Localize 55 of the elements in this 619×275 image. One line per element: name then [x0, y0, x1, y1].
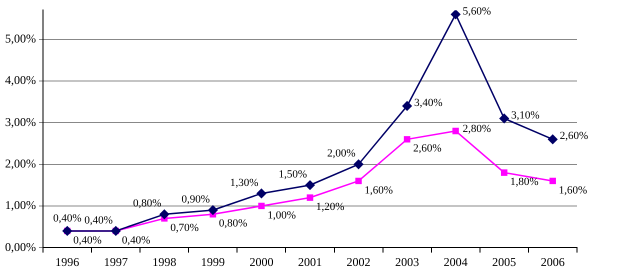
- x-tick-label: 1998: [152, 254, 176, 269]
- y-tick-label: 1,00%: [4, 198, 36, 212]
- x-tick-label: 2003: [395, 254, 420, 269]
- data-label: 1,80%: [510, 176, 539, 188]
- data-label: 1,50%: [278, 168, 307, 181]
- x-tick-label: 2001: [298, 254, 322, 269]
- x-tick-label: 1997: [104, 254, 128, 269]
- point: [160, 210, 170, 220]
- data-label: 3,10%: [511, 109, 540, 122]
- point: [208, 205, 218, 215]
- x-tick-label: 1999: [200, 254, 225, 269]
- data-label: 0,40%: [122, 234, 150, 246]
- y-tick-label: 4,00%: [4, 73, 36, 88]
- data-label: 0,40%: [84, 214, 113, 226]
- point: [258, 202, 265, 210]
- data-label: 2,60%: [560, 130, 588, 142]
- x-tick-label: 2002: [346, 254, 371, 269]
- point: [550, 178, 556, 184]
- data-label: 5,60%: [462, 5, 492, 18]
- data-label: 3,40%: [414, 96, 443, 109]
- point: [452, 128, 459, 134]
- y-tick-label: 0,00%: [4, 240, 36, 254]
- data-label: 1,30%: [230, 176, 258, 189]
- point: [548, 134, 558, 144]
- point: [256, 188, 266, 198]
- point: [402, 101, 412, 111]
- point: [500, 169, 508, 176]
- point: [404, 136, 410, 143]
- y-tick-label: 3,00%: [4, 114, 36, 129]
- x-tick-label: 2005: [492, 254, 516, 269]
- x-tick-label: 1996: [55, 254, 80, 269]
- data-label: 1,20%: [316, 201, 344, 214]
- point: [306, 194, 314, 201]
- data-label: 2,80%: [462, 122, 492, 135]
- data-label: 2,60%: [413, 142, 442, 155]
- point: [354, 160, 364, 170]
- x-tick-label: 2004: [444, 254, 468, 269]
- data-label: 0,90%: [181, 194, 210, 206]
- x-tick-label: 2000: [249, 254, 274, 269]
- point: [499, 114, 509, 124]
- data-label: 1,60%: [364, 184, 393, 196]
- data-label: 0,40%: [53, 212, 82, 224]
- point: [305, 180, 315, 190]
- x-tick-label: 2006: [540, 254, 565, 269]
- data-label: 0,40%: [73, 234, 102, 246]
- point: [450, 10, 460, 20]
- data-label: 1,00%: [267, 209, 296, 222]
- data-label: 0,80%: [132, 198, 162, 210]
- data-label: 1,60%: [558, 184, 588, 196]
- y-tick-label: 2,00%: [4, 156, 36, 170]
- y-tick-label: 5,00%: [4, 32, 36, 46]
- data-label: 2,00%: [327, 148, 356, 160]
- point: [355, 178, 362, 184]
- data-label: 0,80%: [218, 218, 248, 230]
- data-label: 0,70%: [170, 222, 199, 234]
